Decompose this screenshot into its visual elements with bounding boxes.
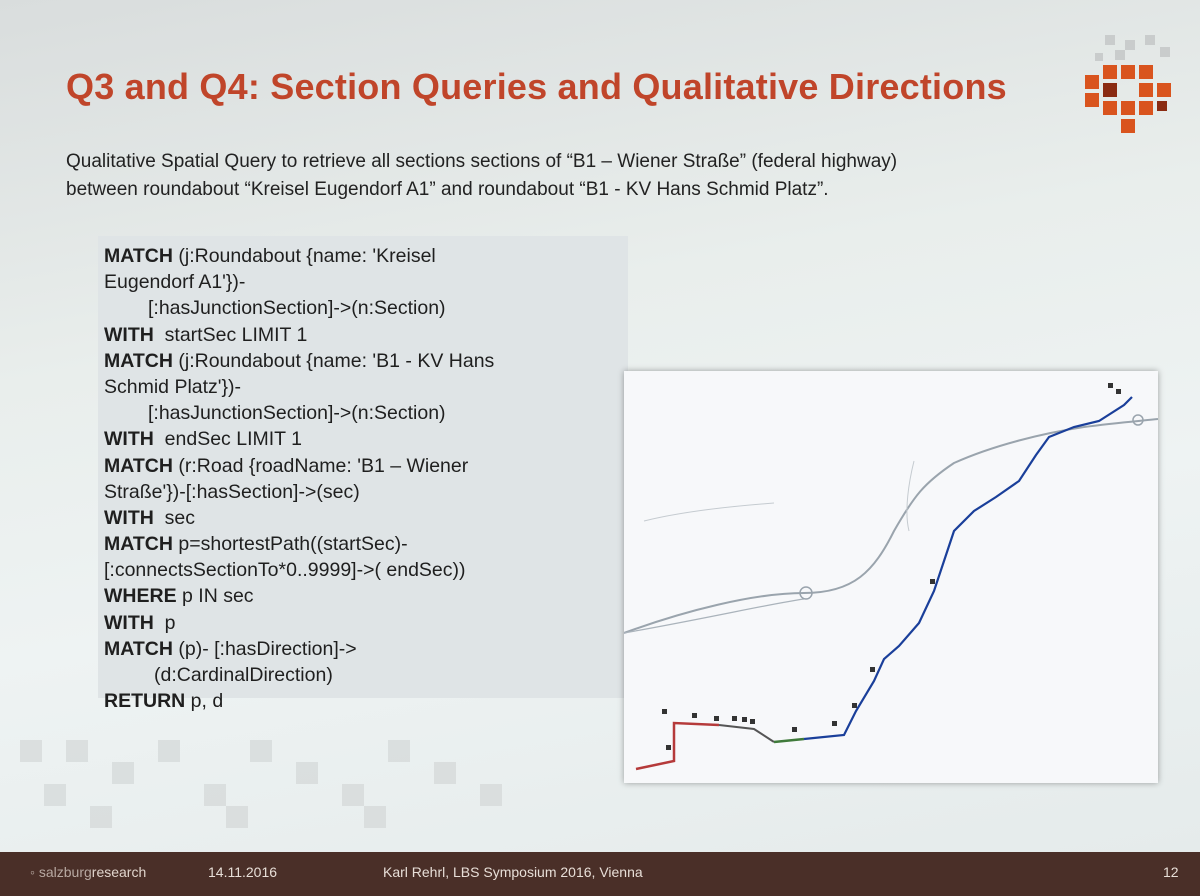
query-line: MATCH (p)- [:hasDirection]-> — [104, 637, 357, 660]
query-line: WITH sec — [104, 506, 196, 529]
query-line: [:hasJunctionSection]->(n:Section) — [148, 297, 446, 320]
route-map — [624, 371, 1158, 783]
road-grey-thin — [643, 502, 775, 522]
route-marker — [742, 717, 747, 722]
query-line: WITH endSec LIMIT 1 — [104, 428, 302, 451]
route-marker — [1108, 383, 1113, 388]
footer-event: Karl Rehrl, LBS Symposium 2016, Vienna — [383, 864, 643, 880]
route-segment-grey — [718, 724, 775, 743]
route-marker — [714, 716, 719, 721]
query-line: RETURN p, d — [104, 690, 224, 713]
slide-title: Q3 and Q4: Section Queries and Qualitati… — [66, 66, 1007, 107]
route-map-svg — [624, 383, 1158, 771]
salzburg-research-logo-icon — [1085, 35, 1171, 133]
route-marker — [750, 719, 755, 724]
route-marker — [870, 667, 875, 672]
route-marker — [666, 745, 671, 750]
route-marker — [692, 713, 697, 718]
intro-line-1: Qualitative Spatial Query to retrieve al… — [66, 151, 898, 172]
query-line: WITH p — [104, 611, 176, 634]
query-line: MATCH (j:Roundabout {name: 'Kreisel — [104, 245, 436, 267]
slide-footer: ◦ salzburgresearch 14.11.2016 Karl Rehrl… — [0, 852, 1200, 896]
roundabout-marker — [799, 586, 813, 600]
road-grey-branch — [624, 598, 805, 634]
cypher-query: MATCH (j:Roundabout {name: 'Kreisel Euge… — [104, 243, 664, 714]
footer-date: 14.11.2016 — [208, 864, 278, 880]
route-marker — [832, 721, 837, 726]
intro-line-2: between roundabout “Kreisel Eugendorf A1… — [66, 179, 829, 200]
route-marker — [852, 703, 857, 708]
route-marker — [792, 727, 797, 732]
route-segment-blue — [803, 396, 1133, 741]
route-segment-red — [635, 721, 720, 771]
query-line: WHERE p IN sec — [104, 585, 254, 608]
page-number: 12 — [1163, 864, 1179, 880]
query-line: [:hasJunctionSection]->(n:Section) — [148, 402, 446, 425]
query-line: Straße'})-[:hasSection]->(sec) — [104, 480, 360, 503]
query-line: MATCH p=shortestPath((startSec)- — [104, 533, 408, 556]
route-segment-green — [773, 737, 805, 744]
query-line: WITH startSec LIMIT 1 — [104, 323, 308, 346]
query-line: Schmid Platz'})- — [104, 375, 242, 398]
intro-text: Qualitative Spatial Query to retrieve al… — [66, 148, 1126, 204]
route-markers — [662, 383, 1121, 750]
route-marker — [732, 716, 737, 721]
query-line: (d:CardinalDirection) — [154, 664, 333, 686]
query-code-background — [98, 236, 628, 698]
route-marker — [1116, 389, 1121, 394]
road-grey-thin-2 — [906, 460, 915, 532]
query-line: MATCH (r:Road {roadName: 'B1 – Wiener — [104, 454, 469, 477]
roundabout-marker — [1132, 414, 1144, 426]
background-pixel-pattern — [20, 740, 502, 828]
road-grey — [624, 418, 1158, 634]
route-marker — [930, 579, 935, 584]
query-line: Eugendorf A1'})- — [104, 271, 246, 294]
route-marker — [662, 709, 667, 714]
footer-brand: ◦ salzburgresearch — [30, 864, 147, 880]
query-line: MATCH (j:Roundabout {name: 'B1 - KV Hans — [104, 349, 495, 372]
query-line: [:connectsSectionTo*0..9999]->( endSec)) — [104, 559, 466, 582]
